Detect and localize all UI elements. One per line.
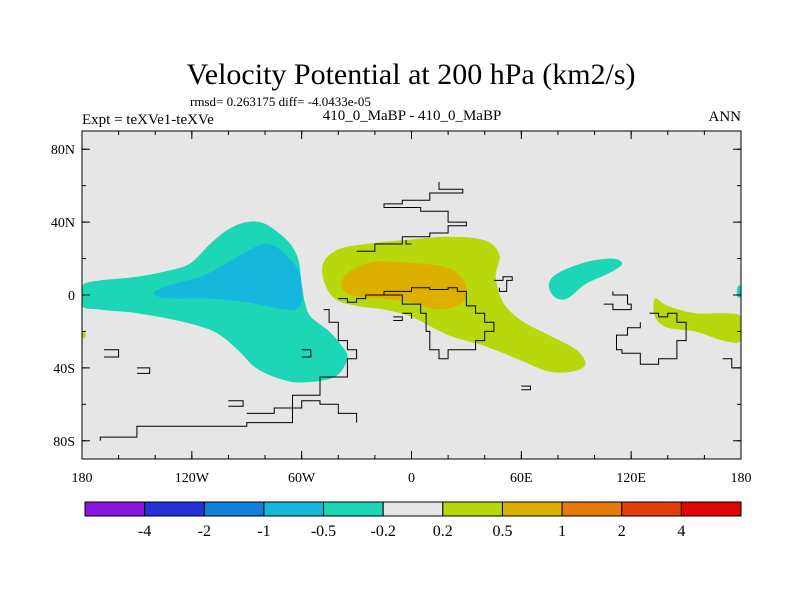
color-bar: -4 -2 -1 -0.5 -0.2 0.2 0.5 1 2 4 — [84, 501, 742, 540]
colorbar-label: 0.2 — [433, 523, 453, 540]
contour-pacific-negative-inner — [154, 244, 303, 310]
stats-label: rmsd= 0.263175 diff= -4.0433e-05 — [190, 94, 371, 109]
contour-asia-negative-blob — [548, 258, 623, 300]
x-tick-label: 120W — [175, 471, 210, 486]
coastline-segment — [246, 400, 358, 423]
contour-fills — [82, 221, 741, 383]
chart-title: Velocity Potential at 200 hPa (km2/s) — [186, 58, 635, 91]
coastline-segment — [521, 385, 531, 391]
colorbar-swatch — [621, 501, 682, 517]
coastline-segment — [493, 276, 513, 292]
colorbar-label: 0.5 — [493, 523, 513, 540]
colorbar-label: 2 — [618, 523, 626, 540]
colorbar-label: -0.2 — [371, 523, 396, 540]
colorbar-label: -0.5 — [311, 523, 336, 540]
coastline-segment — [338, 287, 495, 360]
colorbar-swatch — [263, 501, 325, 517]
coastline-segment — [603, 291, 632, 311]
colorbar-swatch — [84, 501, 146, 517]
contour-western-pacific-positive — [653, 298, 741, 343]
contour-africa-positive-inner — [341, 261, 467, 310]
colorbar-label: 1 — [558, 523, 566, 540]
y-tick-label: 0 — [68, 289, 75, 304]
coastline-segment — [228, 400, 244, 407]
coastline-segment — [616, 312, 687, 365]
coastline-segment — [301, 349, 312, 358]
coastline-segment — [104, 349, 120, 358]
x-tick-label: 0 — [408, 471, 415, 486]
colorbar-swatch — [144, 501, 205, 517]
x-tick-label: 60E — [510, 471, 533, 486]
coastline-segment — [136, 367, 151, 374]
axis-ticks: 180 120W 60W 0 60E 120E 180 80N 40N 0 40S 80S — [51, 131, 752, 486]
coastline-segment — [402, 312, 412, 319]
colorbar-label: 4 — [677, 523, 685, 540]
season-label: ANN — [709, 109, 742, 125]
colorbar-swatch — [501, 501, 563, 517]
colorbar-swatch — [442, 501, 503, 517]
x-tick-label: 60W — [288, 471, 316, 486]
coastline-segment — [356, 182, 467, 252]
x-tick-label: 180 — [731, 471, 752, 486]
case-label: 410_0_MaBP - 410_0_MaBP — [323, 108, 502, 124]
colorbar-swatch — [323, 501, 384, 517]
colorbar-swatch — [382, 501, 444, 517]
expt-label: Expt = teXVe1-teXVe — [82, 112, 214, 128]
colorbar-label: -1 — [257, 523, 270, 540]
x-tick-label: 120E — [616, 471, 646, 486]
colorbar-label: -2 — [198, 523, 211, 540]
coastline-segment — [393, 316, 403, 321]
contour-west-edge-positive — [82, 331, 86, 339]
y-tick-label: 40N — [51, 216, 75, 231]
colorbar-swatch — [680, 501, 742, 517]
coastlines — [99, 182, 741, 441]
coastline-segment — [405, 240, 412, 245]
y-tick-label: 40S — [53, 362, 75, 377]
colorbar-label: -4 — [138, 523, 151, 540]
x-tick-label: 180 — [72, 471, 93, 486]
colorbar-swatch — [561, 501, 623, 517]
coastline-segment — [99, 309, 358, 441]
coastline-segment — [722, 358, 741, 377]
y-tick-label: 80S — [53, 435, 75, 450]
colorbar-swatch — [203, 501, 265, 517]
y-tick-label: 80N — [51, 143, 75, 158]
